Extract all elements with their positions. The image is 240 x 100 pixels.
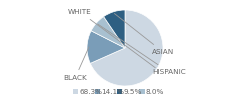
- Text: 14.1%: 14.1%: [102, 88, 125, 94]
- Wedge shape: [90, 10, 163, 86]
- Wedge shape: [104, 10, 125, 48]
- Text: 9.5%: 9.5%: [124, 88, 142, 94]
- Text: HISPANIC: HISPANIC: [98, 24, 186, 75]
- Bar: [95, 89, 101, 94]
- Bar: [73, 89, 78, 94]
- Text: ASIAN: ASIAN: [114, 14, 174, 55]
- Text: 68.3%: 68.3%: [79, 88, 102, 94]
- Wedge shape: [91, 17, 125, 48]
- Text: 8.0%: 8.0%: [145, 88, 164, 94]
- Bar: [139, 89, 144, 94]
- Text: BLACK: BLACK: [63, 47, 89, 81]
- Wedge shape: [87, 31, 125, 63]
- Text: WHITE: WHITE: [68, 9, 155, 68]
- Bar: [117, 89, 122, 94]
